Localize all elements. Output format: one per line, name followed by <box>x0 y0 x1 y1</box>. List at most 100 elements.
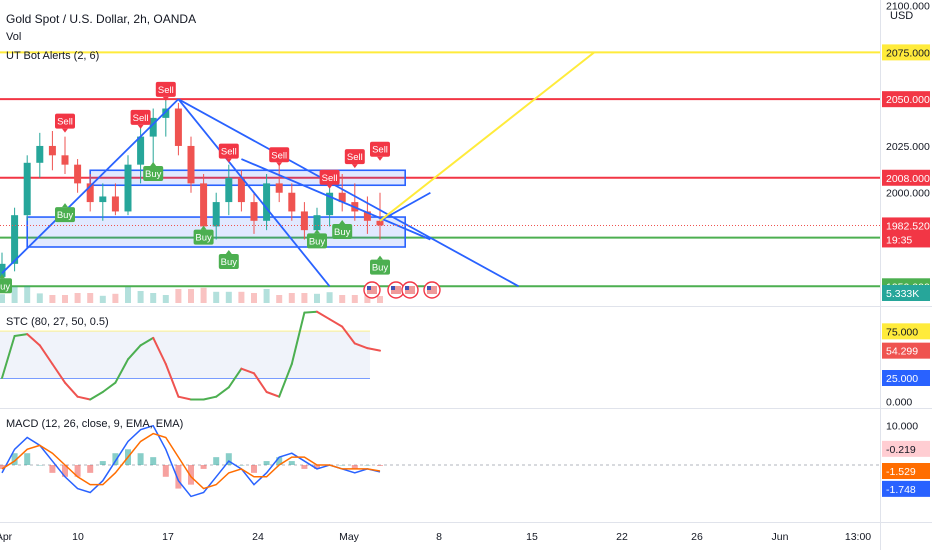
stc-line-segment <box>341 325 356 345</box>
signal-pointer <box>162 96 169 101</box>
candle-body <box>300 211 308 231</box>
axis-tag-label: 2008.000 <box>886 173 930 185</box>
zone-rectangle <box>89 169 406 187</box>
macd-value-tag: -1.748 <box>882 480 930 497</box>
signal-badge <box>370 141 390 157</box>
signal-pointer <box>351 164 358 169</box>
candle-body <box>326 192 334 216</box>
macd-histogram-bar <box>74 465 81 477</box>
signal-pointer <box>314 229 320 234</box>
candle-body <box>86 183 94 203</box>
macd-histogram-bar <box>62 465 68 477</box>
stc-line-segment <box>240 367 255 375</box>
volume-bar <box>314 293 320 303</box>
volume-bar <box>62 295 68 303</box>
stc-line-segment <box>265 391 281 398</box>
trendline <box>241 158 431 241</box>
volume-bar <box>251 293 257 303</box>
stc-line-segment <box>303 310 318 314</box>
volume-bar <box>175 289 182 303</box>
signal-pointer <box>276 162 283 167</box>
stc-line-segment <box>227 367 243 389</box>
time-tick-label: 10 <box>72 531 84 543</box>
signal-pointer <box>326 184 333 189</box>
event-flag-icon <box>401 281 419 299</box>
projection-line <box>379 51 595 222</box>
signal-text: Buy <box>334 227 351 238</box>
volume-bar <box>200 287 207 303</box>
time-tick-label: Apr <box>0 531 13 543</box>
volume-bar <box>238 291 245 303</box>
buy-signal: Buy <box>307 229 327 249</box>
signal-badge <box>55 207 75 223</box>
sell-signal: Sell <box>55 113 75 133</box>
volume-bar <box>326 292 333 303</box>
stc-line-segment <box>26 333 41 347</box>
axis-tag-label: 25.000 <box>886 373 918 385</box>
event-flag <box>405 286 415 294</box>
countdown-label: 19:35 <box>886 234 912 246</box>
sell-signal: Sell <box>155 81 176 101</box>
price-tick-label: 2025.000 <box>886 141 930 153</box>
axis-tag-box <box>882 323 930 340</box>
volume-bar <box>112 293 119 303</box>
signal-pointer <box>200 225 207 230</box>
ut-bot-legend: UT Bot Alerts (2, 6) <box>6 50 100 62</box>
signal-pointer <box>0 274 5 279</box>
time-tick-label: 26 <box>691 531 703 543</box>
axis-tag-box <box>882 91 930 108</box>
axis-tag-box <box>882 480 930 497</box>
volume-bar <box>225 291 232 303</box>
volume-bar <box>150 293 157 303</box>
signal-badge <box>218 143 239 159</box>
event-flag <box>391 286 401 294</box>
axis-tag-box <box>882 44 930 61</box>
axis-tag-label: 54.299 <box>886 346 918 358</box>
buy-signal: Buy <box>370 255 390 275</box>
macd-histogram-bar <box>0 465 5 469</box>
candle-body <box>212 202 220 227</box>
candle-body <box>174 108 182 146</box>
signal-text: Buy <box>372 263 389 274</box>
signal-badge <box>155 81 176 97</box>
macd-histogram-bar <box>11 453 18 465</box>
candle-body <box>111 196 119 212</box>
stc-line-segment <box>127 344 142 361</box>
stc-line-segment <box>253 372 268 393</box>
last-price-label: 1982.520 <box>886 220 930 232</box>
candle-body <box>11 215 19 264</box>
volume-bar <box>263 289 270 303</box>
macd-histogram-bar <box>87 465 94 473</box>
time-tick-label: 13:00 <box>845 531 871 543</box>
time-tick-label: 22 <box>616 531 628 543</box>
stc-level-tag: 75.000 <box>882 323 930 340</box>
signal-line <box>1 432 381 490</box>
signal-badge <box>332 224 353 240</box>
signal-text: Buy <box>0 281 10 292</box>
candle-body <box>0 263 6 277</box>
sell-signal: Sell <box>130 109 151 129</box>
stc-legend: STC (80, 27, 50, 0.5) <box>6 316 109 328</box>
signal-text: Sell <box>372 145 388 156</box>
signal-text: Buy <box>309 236 326 247</box>
buy-signal: Buy <box>143 162 164 182</box>
volume-bar <box>24 285 31 303</box>
candle-body <box>23 162 31 216</box>
price-level-tag: 2075.000 <box>882 44 930 61</box>
stc-line-segment <box>13 333 29 337</box>
volume-bar <box>301 293 308 303</box>
stc-line-segment <box>164 363 180 398</box>
signal-badge <box>55 113 75 129</box>
event-flag-canton <box>367 286 371 290</box>
candle-body <box>36 145 44 163</box>
signal-text: Sell <box>133 113 149 124</box>
volume-bar <box>0 294 5 303</box>
trendline <box>177 98 520 288</box>
buy-signal: Buy <box>55 203 75 223</box>
axis-tag-label: -1.529 <box>886 466 916 478</box>
event-flag <box>367 286 377 294</box>
signal-pointer <box>225 158 232 163</box>
signal-text: Buy <box>195 233 212 244</box>
stc-line-segment <box>64 381 79 398</box>
